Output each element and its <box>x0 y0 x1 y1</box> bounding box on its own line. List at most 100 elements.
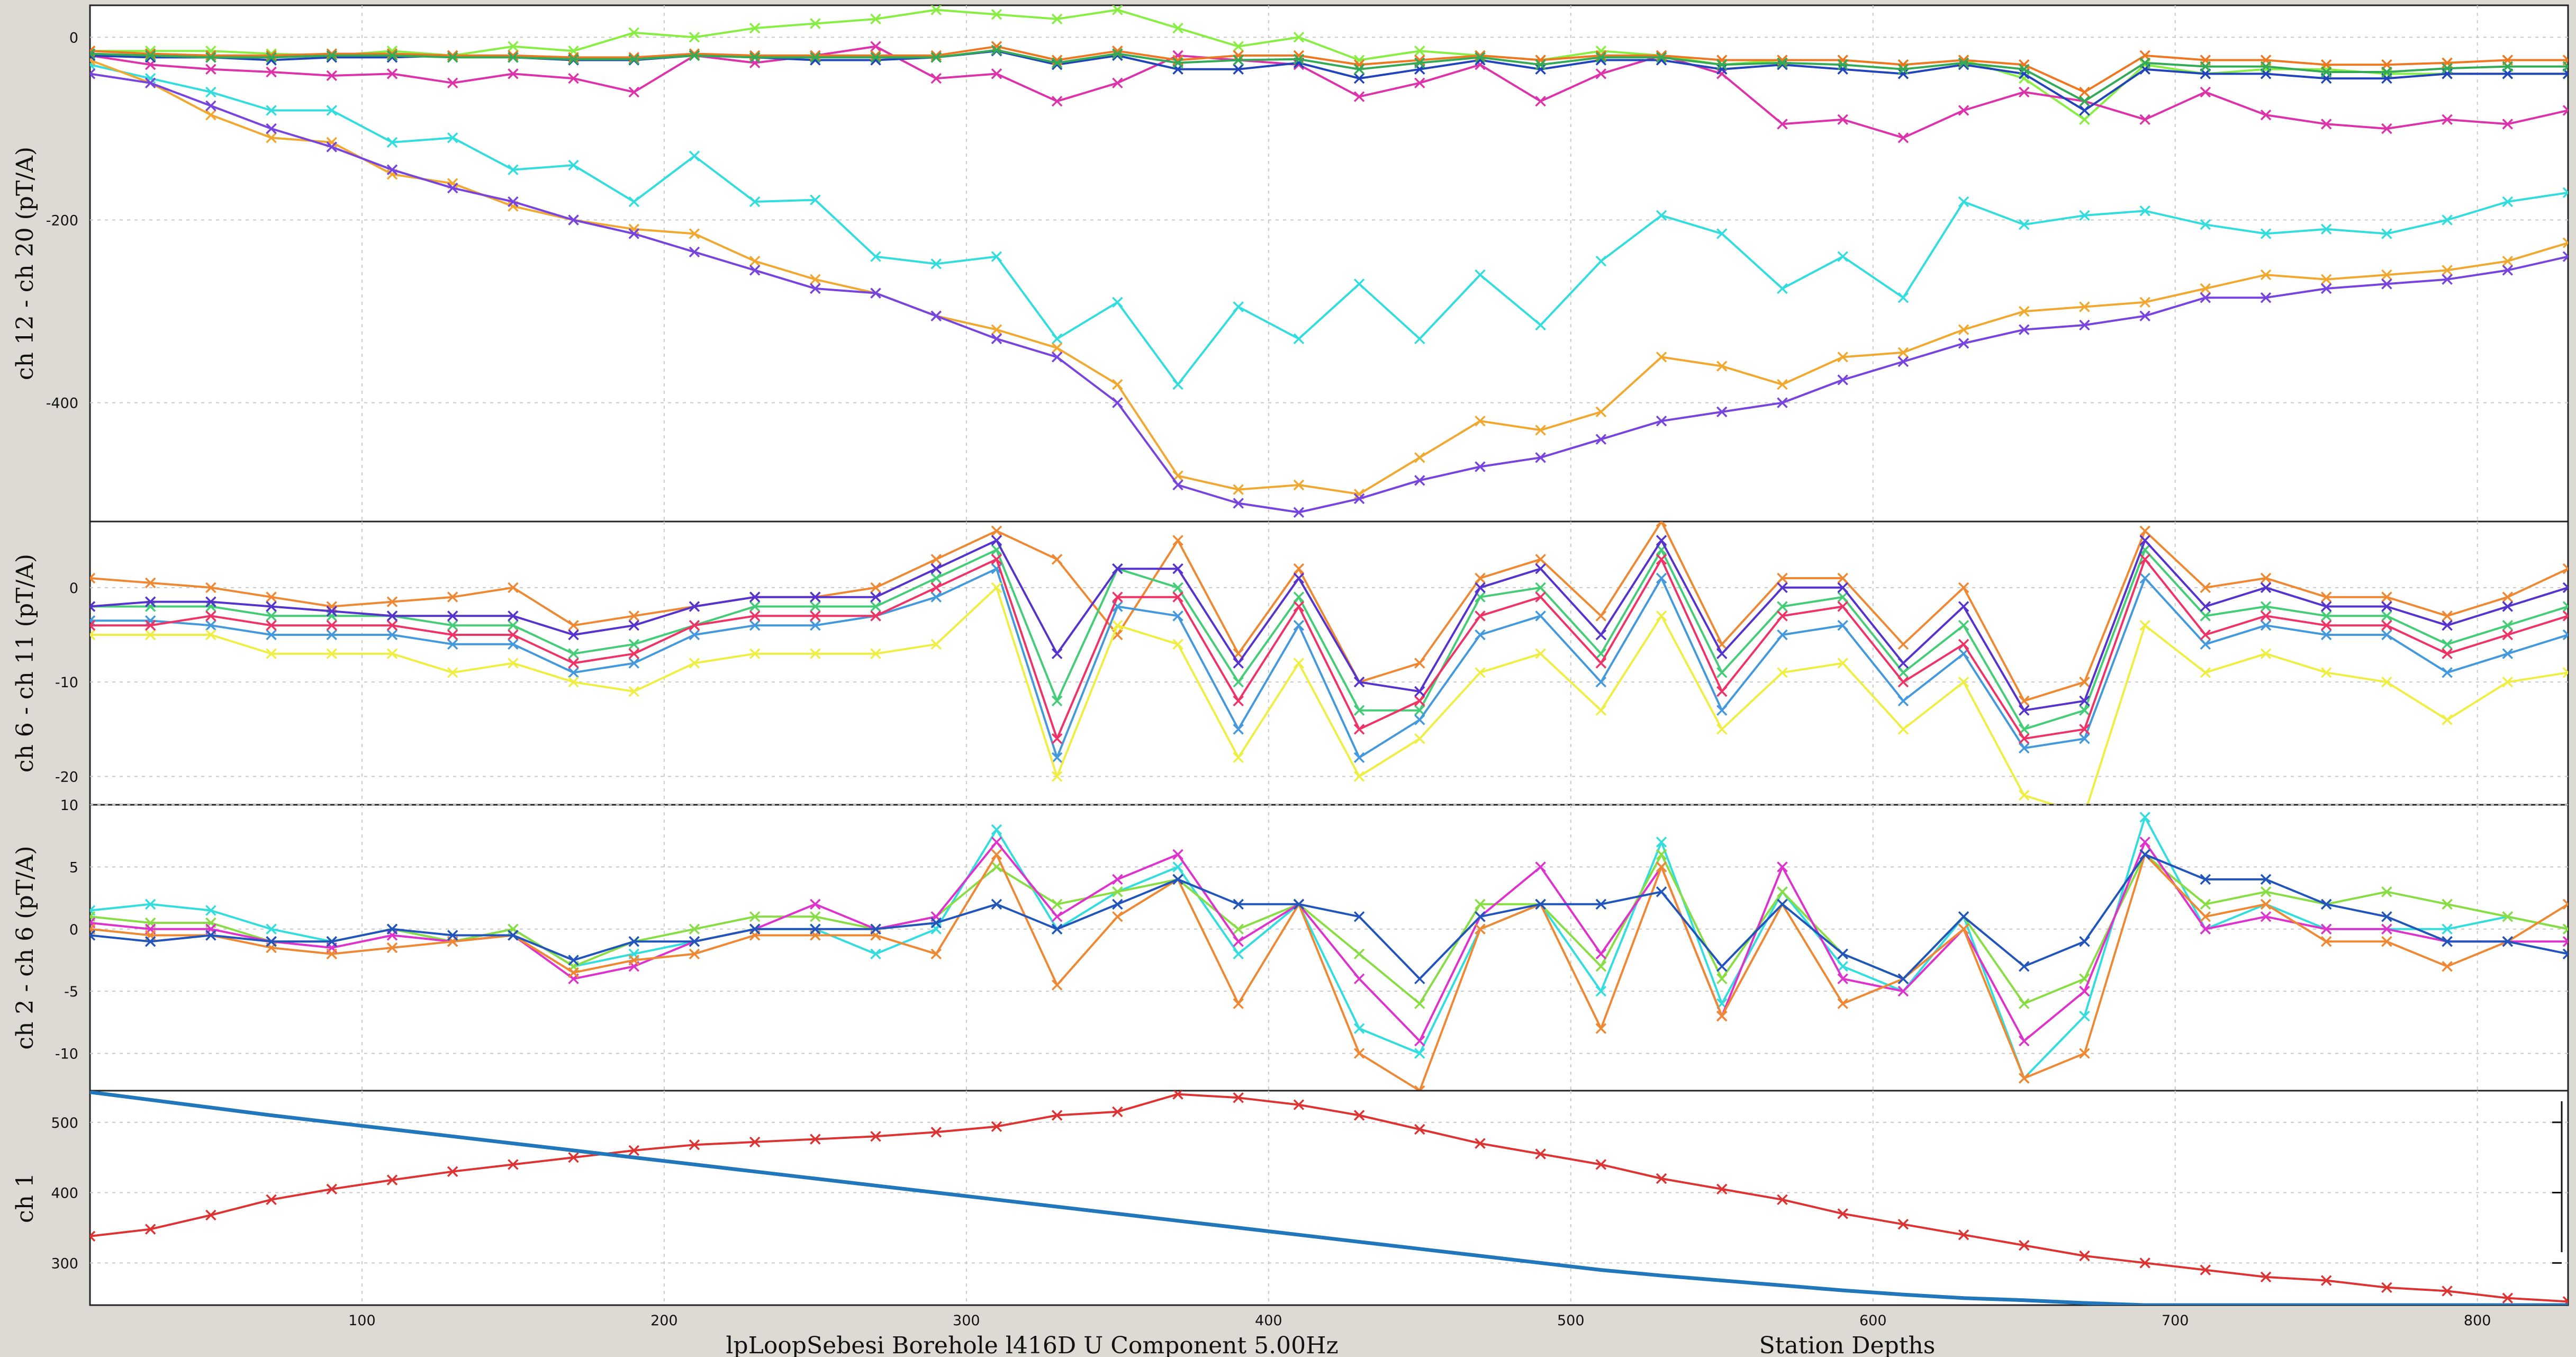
data-point <box>1293 572 1305 584</box>
data-point <box>1958 59 1969 70</box>
data-point <box>568 658 579 669</box>
y-tick-label: 300 <box>51 1255 78 1272</box>
data-point <box>1897 132 1909 143</box>
data-point <box>2200 923 2211 935</box>
data-point <box>1051 648 1063 659</box>
data-point <box>1233 724 1244 735</box>
y-tick-label: 0 <box>69 580 78 597</box>
data-point <box>628 955 639 966</box>
data-point <box>2079 210 2090 221</box>
data-point <box>991 837 1002 848</box>
data-point <box>1958 1229 1969 1241</box>
y-tick-label: -400 <box>46 396 78 412</box>
data-point <box>1897 292 1909 303</box>
data-point <box>2502 255 2514 267</box>
data-point <box>2502 591 2514 603</box>
data-point <box>1535 64 1546 75</box>
data-point <box>508 41 519 52</box>
data-point <box>2079 705 2090 716</box>
data-point <box>2381 676 2392 688</box>
data-point <box>1777 667 1788 678</box>
data-point <box>1535 591 1546 603</box>
data-point <box>2502 911 2514 922</box>
data-point <box>205 629 216 641</box>
data-point <box>447 182 458 194</box>
data-point <box>2260 874 2272 885</box>
data-point <box>144 898 156 910</box>
data-point <box>1414 714 1425 725</box>
data-point <box>1535 452 1546 463</box>
y-tick-label: -10 <box>55 675 78 691</box>
data-point <box>144 936 156 947</box>
data-point <box>628 686 639 697</box>
data-point <box>447 52 458 63</box>
data-point <box>1595 1023 1607 1034</box>
data-point <box>1475 572 1486 584</box>
data-point <box>1958 324 1969 335</box>
data-point <box>2381 911 2392 922</box>
data-point <box>628 52 639 63</box>
data-point <box>1837 591 1848 603</box>
series-line-ch12-ch20-1 <box>90 59 2568 496</box>
data-point <box>1535 425 1546 436</box>
data-point <box>2381 123 2392 134</box>
data-point <box>991 554 1002 565</box>
data-point <box>1172 639 1183 650</box>
data-point <box>386 648 398 659</box>
data-point <box>1414 1048 1425 1059</box>
data-point <box>2200 629 2211 641</box>
data-point <box>1656 610 1667 622</box>
data-point <box>1353 493 1365 505</box>
data-point <box>810 1134 821 1145</box>
data-point <box>1112 48 1123 59</box>
data-point <box>1656 52 1667 63</box>
data-point <box>1716 705 1728 716</box>
series-line-ch2-ch6-4 <box>90 853 2568 980</box>
data-point <box>1958 338 1969 349</box>
data-point <box>870 923 881 935</box>
data-point <box>930 52 942 63</box>
data-point <box>2139 59 2150 70</box>
data-point <box>2442 923 2453 935</box>
data-point <box>2260 610 2272 622</box>
data-point <box>1293 53 1305 65</box>
data-point <box>689 50 700 61</box>
data-point <box>689 1139 700 1151</box>
x-tick-label: 700 <box>2162 1313 2189 1329</box>
data-point <box>144 577 156 589</box>
data-point <box>90 68 96 79</box>
data-point <box>2079 114 2090 125</box>
data-point <box>2320 66 2332 78</box>
data-point <box>991 849 1002 860</box>
data-point <box>1172 57 1183 68</box>
data-point <box>1414 1085 1425 1091</box>
data-point <box>2260 911 2272 922</box>
data-point <box>2139 205 2150 217</box>
data-point <box>2260 1271 2272 1283</box>
data-point <box>2562 923 2568 935</box>
data-point <box>2562 563 2568 574</box>
data-point <box>326 606 338 617</box>
data-point <box>628 658 639 669</box>
data-point <box>1475 582 1486 594</box>
data-point <box>930 572 942 584</box>
data-point <box>1414 695 1425 707</box>
data-point <box>266 1194 277 1206</box>
data-point <box>508 164 519 175</box>
data-point <box>689 150 700 161</box>
data-point <box>991 9 1002 20</box>
data-point <box>1112 5 1123 15</box>
data-point <box>2079 95 2090 107</box>
data-point <box>1475 923 1486 935</box>
data-point <box>2200 874 2211 885</box>
data-point <box>508 68 519 79</box>
data-point <box>326 141 338 152</box>
data-point <box>1233 64 1244 75</box>
data-point <box>628 648 639 659</box>
data-point <box>386 629 398 641</box>
data-point <box>2079 1010 2090 1022</box>
series-line-ch12-ch20-2 <box>90 73 2568 514</box>
data-point <box>1716 68 1728 79</box>
